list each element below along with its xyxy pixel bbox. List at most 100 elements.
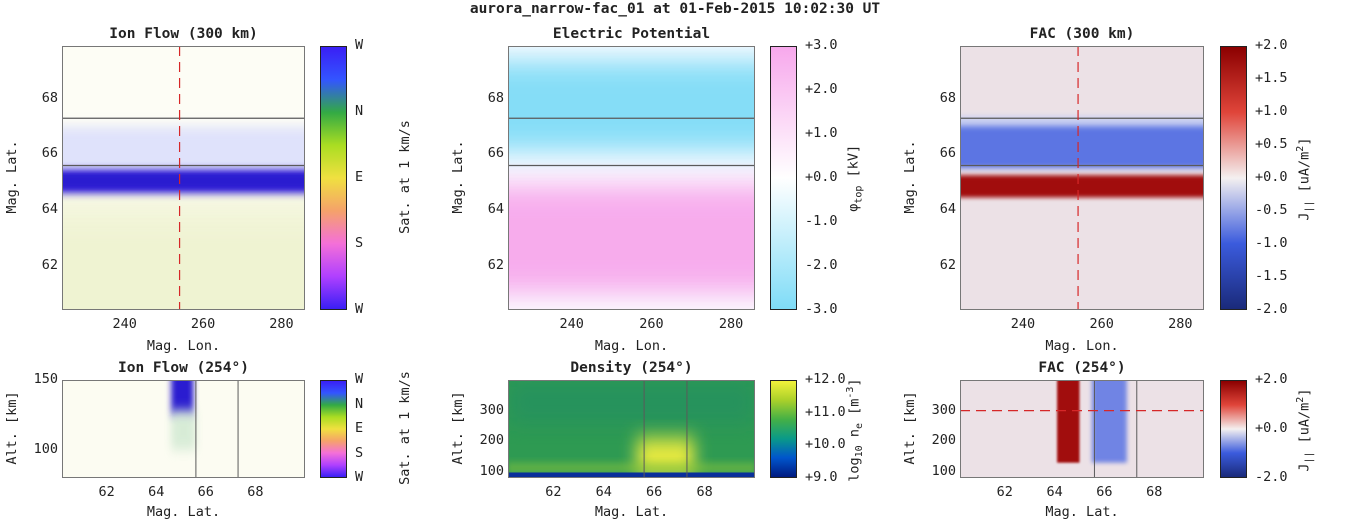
fac_map-colorbar [1220,46,1247,310]
fac_map-xtick: 280 [1168,316,1193,332]
fac_map-colorbar-tick: +2.0 [1255,37,1288,53]
ion_flow_map-xlabel: Mag. Lon. [146,338,221,354]
ion_flow_profile-xtick: 66 [197,484,214,500]
fac_profile-xtick: 66 [1096,484,1113,500]
electric_potential_map-ytick: 66 [487,145,504,162]
ion_flow_map-plot-area [62,46,305,310]
electric_potential_map-xlabel: Mag. Lon. [594,338,669,354]
fac_profile-colorbar-tick: +2.0 [1255,371,1288,387]
low-density-floor [508,472,755,478]
fac-profile-background [960,380,1204,478]
density_profile-ylabel: Alt. [km] [450,391,466,465]
density-top-shade [508,380,755,425]
electric_potential_map-colorbar-tick: +1.0 [805,125,838,141]
fac_map-colorbar-tick: -1.5 [1255,268,1288,284]
ion_flow_map-colorbar-tick: W [355,301,364,317]
electric_potential_map-colorbar-tick: +3.0 [805,37,838,53]
fac_profile-xtick: 68 [1146,484,1163,500]
fac_map-colorbar-tick: -0.5 [1255,202,1288,218]
fac_map-ytick: 68 [939,89,956,106]
ion_flow_map-ytick: 66 [41,145,58,162]
positive-potential-region [508,184,755,294]
negative-potential-region [508,59,755,152]
fac_profile-ytick: 300 [931,401,956,418]
electric_potential_map-ytick: 64 [487,200,504,217]
fac_profile-colorbar-tick: +0.0 [1255,420,1288,436]
fac_map-ytick: 64 [939,200,956,217]
electric_potential_map-colorbar-tick: -1.0 [805,213,838,229]
flow-fade [171,410,196,450]
ion_flow_map-colorbar [320,46,347,310]
fac_map-colorbar-label: J|| [uA/m2] [1294,137,1316,221]
density_profile-colorbar [770,380,797,478]
fac_map-ytick: 66 [939,145,956,162]
fac_map-xtick: 240 [1010,316,1036,332]
westward-flow-core [62,173,305,188]
ion_flow_profile-colorbar-label: Sat. at 1 km/s [397,371,413,485]
electric_potential_map-title: Electric Potential [552,26,711,42]
fac_profile-ytick: 200 [931,432,956,449]
fac_profile-title: FAC (254°) [1038,360,1126,376]
upward-current-column [1057,380,1080,463]
ion_flow_profile-ylabel: Alt. [km] [4,391,20,465]
density_profile-colorbar-label: log10 ne [m-3] [844,378,866,482]
density-midlevel [508,462,755,474]
electric_potential_map-ylabel: Mag. Lat. [450,140,466,214]
ion_flow_map-ylabel: Mag. Lat. [4,140,20,214]
fac_map-colorbar-tick: +0.0 [1255,169,1288,185]
westward-flow-column [171,380,194,415]
electric_potential_map-colorbar-tick: +0.0 [805,169,838,185]
ion_flow_profile-xlabel: Mag. Lat. [146,504,221,520]
fac_profile-ytick: 100 [931,462,956,479]
density_profile-xtick: 62 [545,484,562,500]
ion_flow_map-ytick: 64 [41,200,58,217]
electric_potential_map-colorbar-label: φtop [kV] [845,144,865,212]
ion_flow_map-xtick: 280 [269,316,294,332]
ion_flow_profile-ytick: 100 [33,441,58,457]
ion_flow_profile-xtick: 64 [148,484,165,500]
electric_potential_map-xtick: 260 [639,316,664,332]
downward-current-column [1091,380,1127,463]
density_profile-colorbar-tick: +11.0 [805,403,846,420]
ion_flow_map-colorbar-tick: S [355,235,364,251]
fac_map-ylabel: Mag. Lat. [902,140,918,214]
figure-suptitle: aurora_narrow-fac_01 at 01-Feb-2015 10:0… [469,1,881,17]
ion_flow_map-xtick: 240 [112,316,137,332]
fac_map-title: FAC (300 km) [1029,26,1135,42]
density_profile-xtick: 68 [696,484,713,500]
density_profile-xtick: 64 [595,484,612,500]
downward-current-band [960,121,1204,169]
ion_flow_map-colorbar-label: Sat. at 1 km/s [397,120,413,234]
fac_profile-plot-area [960,380,1204,478]
density_profile-ytick: 200 [479,432,504,449]
electric_potential_map-xtick: 280 [718,316,744,332]
fac_map-colorbar-tick: +1.5 [1255,70,1288,86]
ion_flow_map-colorbar-tick: W [355,37,364,53]
density_profile-title: Density (254°) [570,360,693,376]
electric_potential_map-ytick: 68 [487,89,504,106]
fac_profile-xtick: 62 [996,484,1013,500]
ion_flow_map-ytick: 62 [41,256,58,273]
electric_potential_map-xtick: 240 [559,316,584,332]
ion_flow_map-title: Ion Flow (300 km) [109,26,258,42]
ion_flow_profile-plot-area [62,380,305,478]
westward-flow-weak [62,126,305,174]
ion_flow_profile-title: Ion Flow (254°) [118,360,249,376]
density_profile-colorbar-tick: +10.0 [805,436,846,453]
electric_potential_map-plot-area [508,46,755,310]
ion_flow_profile-xtick: 62 [98,484,115,500]
ion_flow_profile-ytick: 150 [33,371,58,387]
fac_map-colorbar-tick: +0.5 [1255,136,1288,152]
fac_profile-colorbar-tick: -2.0 [1255,469,1288,485]
ion_flow_map-colorbar-tick: E [355,169,364,185]
fac_map-colorbar-tick: -1.0 [1255,235,1288,251]
fac_map-colorbar-tick: -2.0 [1255,301,1288,317]
fac_map-xlabel: Mag. Lon. [1045,338,1119,354]
ion_flow_map-xtick: 260 [190,316,216,332]
upward-current-band [960,175,1204,198]
fac_profile-colorbar [1220,380,1247,478]
electric_potential_map-colorbar-tick: -3.0 [805,301,838,317]
density_profile-ytick: 100 [479,462,504,479]
fac_map-colorbar-tick: +1.0 [1255,103,1288,119]
ion_flow_profile-colorbar-tick: E [355,420,364,436]
